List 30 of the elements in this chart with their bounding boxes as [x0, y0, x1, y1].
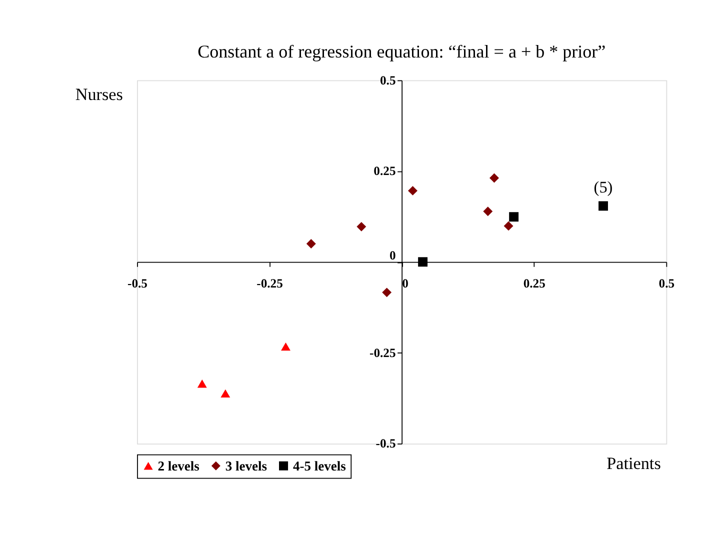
- legend-label: 2 levels: [158, 458, 200, 474]
- y-tick-label: 0.5: [380, 73, 396, 88]
- y-tick-label: 0: [389, 248, 396, 263]
- annotation: (5): [594, 178, 613, 196]
- x-tick-label: 0.5: [658, 276, 675, 291]
- x-tick-label: 0.25: [523, 276, 546, 291]
- y-tick-label: -0.25: [370, 346, 396, 360]
- point: [197, 380, 207, 388]
- legend-label: 3 levels: [225, 458, 268, 474]
- point: [504, 221, 514, 231]
- point: [356, 222, 366, 232]
- legend-label: 4-5 levels: [292, 458, 346, 474]
- point: [306, 239, 316, 248]
- y-tick-label: -0.5: [376, 436, 396, 451]
- x-tick-label: -0.5: [127, 276, 148, 291]
- x-tick-label: 0: [402, 276, 408, 291]
- point: [598, 201, 608, 211]
- x-tick-label: -0.25: [256, 276, 283, 291]
- point: [382, 288, 392, 298]
- x-axis-title: Patients: [606, 454, 662, 473]
- y-tick-label: 0.25: [374, 164, 396, 178]
- point: [281, 342, 290, 351]
- point: [490, 173, 499, 183]
- point: [509, 212, 519, 222]
- point: [418, 257, 428, 267]
- point: [408, 186, 418, 196]
- chart-title: Constant a of regression equation: “final = a + b * prior”: [198, 42, 606, 62]
- y-axis-title: Nurses: [75, 85, 124, 104]
- point: [483, 206, 493, 216]
- point: [220, 389, 230, 398]
